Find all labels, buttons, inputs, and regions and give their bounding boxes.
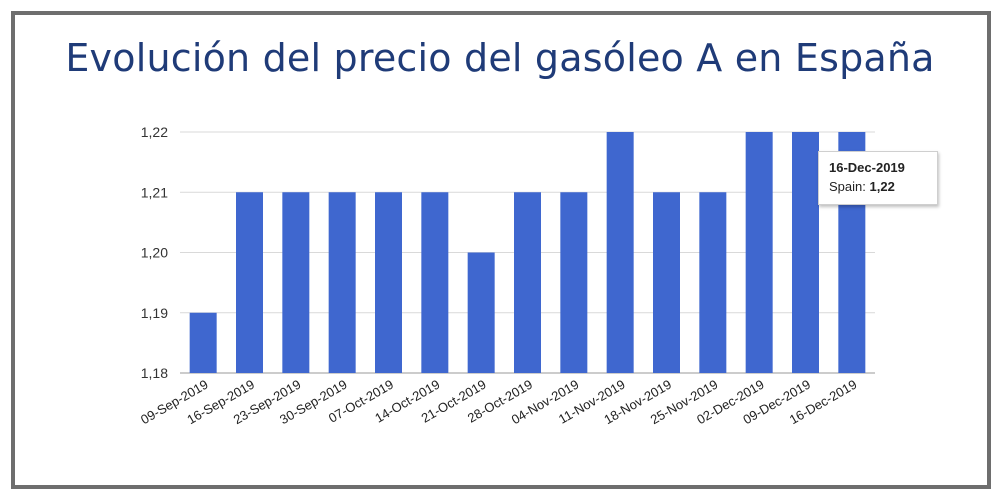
bar-14-Oct-2019[interactable] bbox=[421, 192, 449, 373]
bar-02-Dec-2019[interactable] bbox=[745, 132, 773, 373]
x-axis-ticks: 09-Sep-201916-Sep-201923-Sep-201930-Sep-… bbox=[138, 377, 859, 428]
bar-07-Oct-2019[interactable] bbox=[375, 192, 402, 373]
tooltip-series-label: Spain: bbox=[829, 179, 866, 194]
tooltip-date: 16-Dec-2019 bbox=[829, 160, 905, 175]
y-tick-label: 1,19 bbox=[141, 305, 168, 321]
bar-09-Dec-2019[interactable] bbox=[792, 132, 819, 373]
y-tick-label: 1,22 bbox=[141, 124, 168, 140]
bar-30-Sep-2019[interactable] bbox=[328, 192, 356, 373]
y-tick-label: 1,20 bbox=[141, 245, 168, 261]
y-tick-label: 1,18 bbox=[141, 365, 168, 381]
bar-11-Nov-2019[interactable] bbox=[606, 132, 634, 373]
bar-25-Nov-2019[interactable] bbox=[699, 192, 727, 373]
tooltip-value: 1,22 bbox=[869, 179, 895, 194]
chart-title: Evolución del precio del gasóleo A en Es… bbox=[65, 36, 935, 80]
bar-23-Sep-2019[interactable] bbox=[282, 192, 310, 373]
y-axis-ticks: 1,18 1,19 1,20 1,21 1,22 bbox=[141, 124, 168, 381]
bar-04-Nov-2019[interactable] bbox=[560, 192, 588, 373]
tooltip: 16-Dec-2019 Spain: 1,22 bbox=[818, 151, 938, 205]
bar-21-Oct-2019[interactable] bbox=[467, 252, 495, 374]
y-tick-label: 1,21 bbox=[141, 184, 168, 200]
bars bbox=[189, 132, 866, 374]
bar-16-Sep-2019[interactable] bbox=[236, 192, 263, 373]
bar-18-Nov-2019[interactable] bbox=[653, 192, 680, 373]
chart-frame bbox=[11, 11, 991, 489]
bar-09-Sep-2019[interactable] bbox=[189, 312, 217, 373]
bar-28-Oct-2019[interactable] bbox=[514, 192, 541, 373]
